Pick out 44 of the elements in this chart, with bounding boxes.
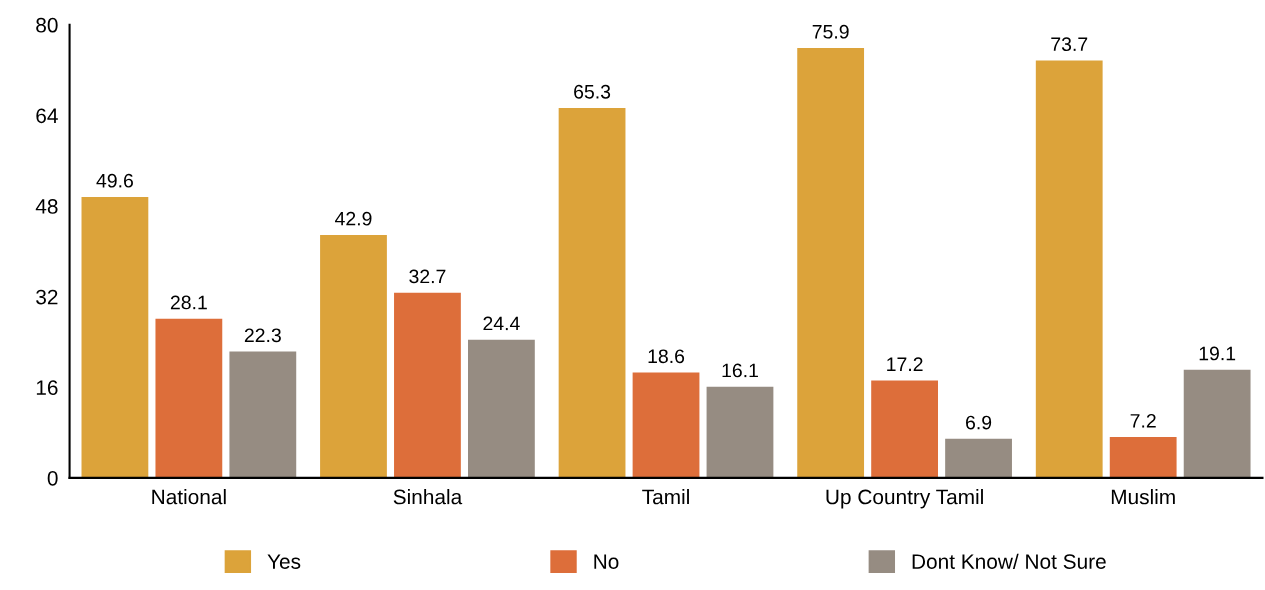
bar [1109,437,1177,478]
bar [706,386,774,478]
data-label: 18.6 [648,349,685,364]
data-label: 17.2 [887,357,923,371]
bar [1183,369,1251,478]
y-tick-label: 32 [36,289,58,305]
bar [155,318,223,478]
legend-label: No [594,554,619,569]
bar [871,380,938,478]
y-tick-label: 80 [36,17,58,33]
bar [320,234,387,478]
legend-label: Yes [267,554,301,569]
y-tick-label: 16 [36,380,58,396]
data-label: 16.1 [722,363,758,378]
data-label: 73.7 [1051,37,1088,52]
data-label: 22.3 [244,328,281,343]
data-label: 7.2 [1130,413,1156,428]
data-label: 6.9 [966,415,992,430]
x-tick-label: Sinhala [393,489,463,505]
bar [229,351,297,478]
bar [797,48,865,478]
bar [558,108,626,478]
x-tick-label: Tamil [642,489,689,505]
data-label: 24.4 [483,316,520,331]
bar [1035,60,1103,478]
bar [945,438,1012,478]
data-label: 65.3 [574,84,611,99]
data-label: 42.9 [335,211,372,226]
legend-label: Dont Know/ Not Sure [912,553,1106,569]
x-tick-label: Muslim [1111,489,1175,505]
y-tick-label: 48 [35,199,58,214]
bar [632,372,700,478]
bar [468,339,535,478]
x-tick-label: Up Country Tamil [826,489,983,509]
x-tick-label: National [152,489,226,505]
y-tick-label: 64 [36,108,58,124]
data-label: 19.1 [1199,346,1236,361]
bar [81,196,149,478]
data-label: 49.6 [96,173,133,188]
data-label: 28.1 [170,295,207,310]
y-tick-label: 0 [47,470,58,486]
bar [394,292,461,478]
data-label: 32.7 [409,269,446,284]
data-label: 75.9 [812,24,849,39]
